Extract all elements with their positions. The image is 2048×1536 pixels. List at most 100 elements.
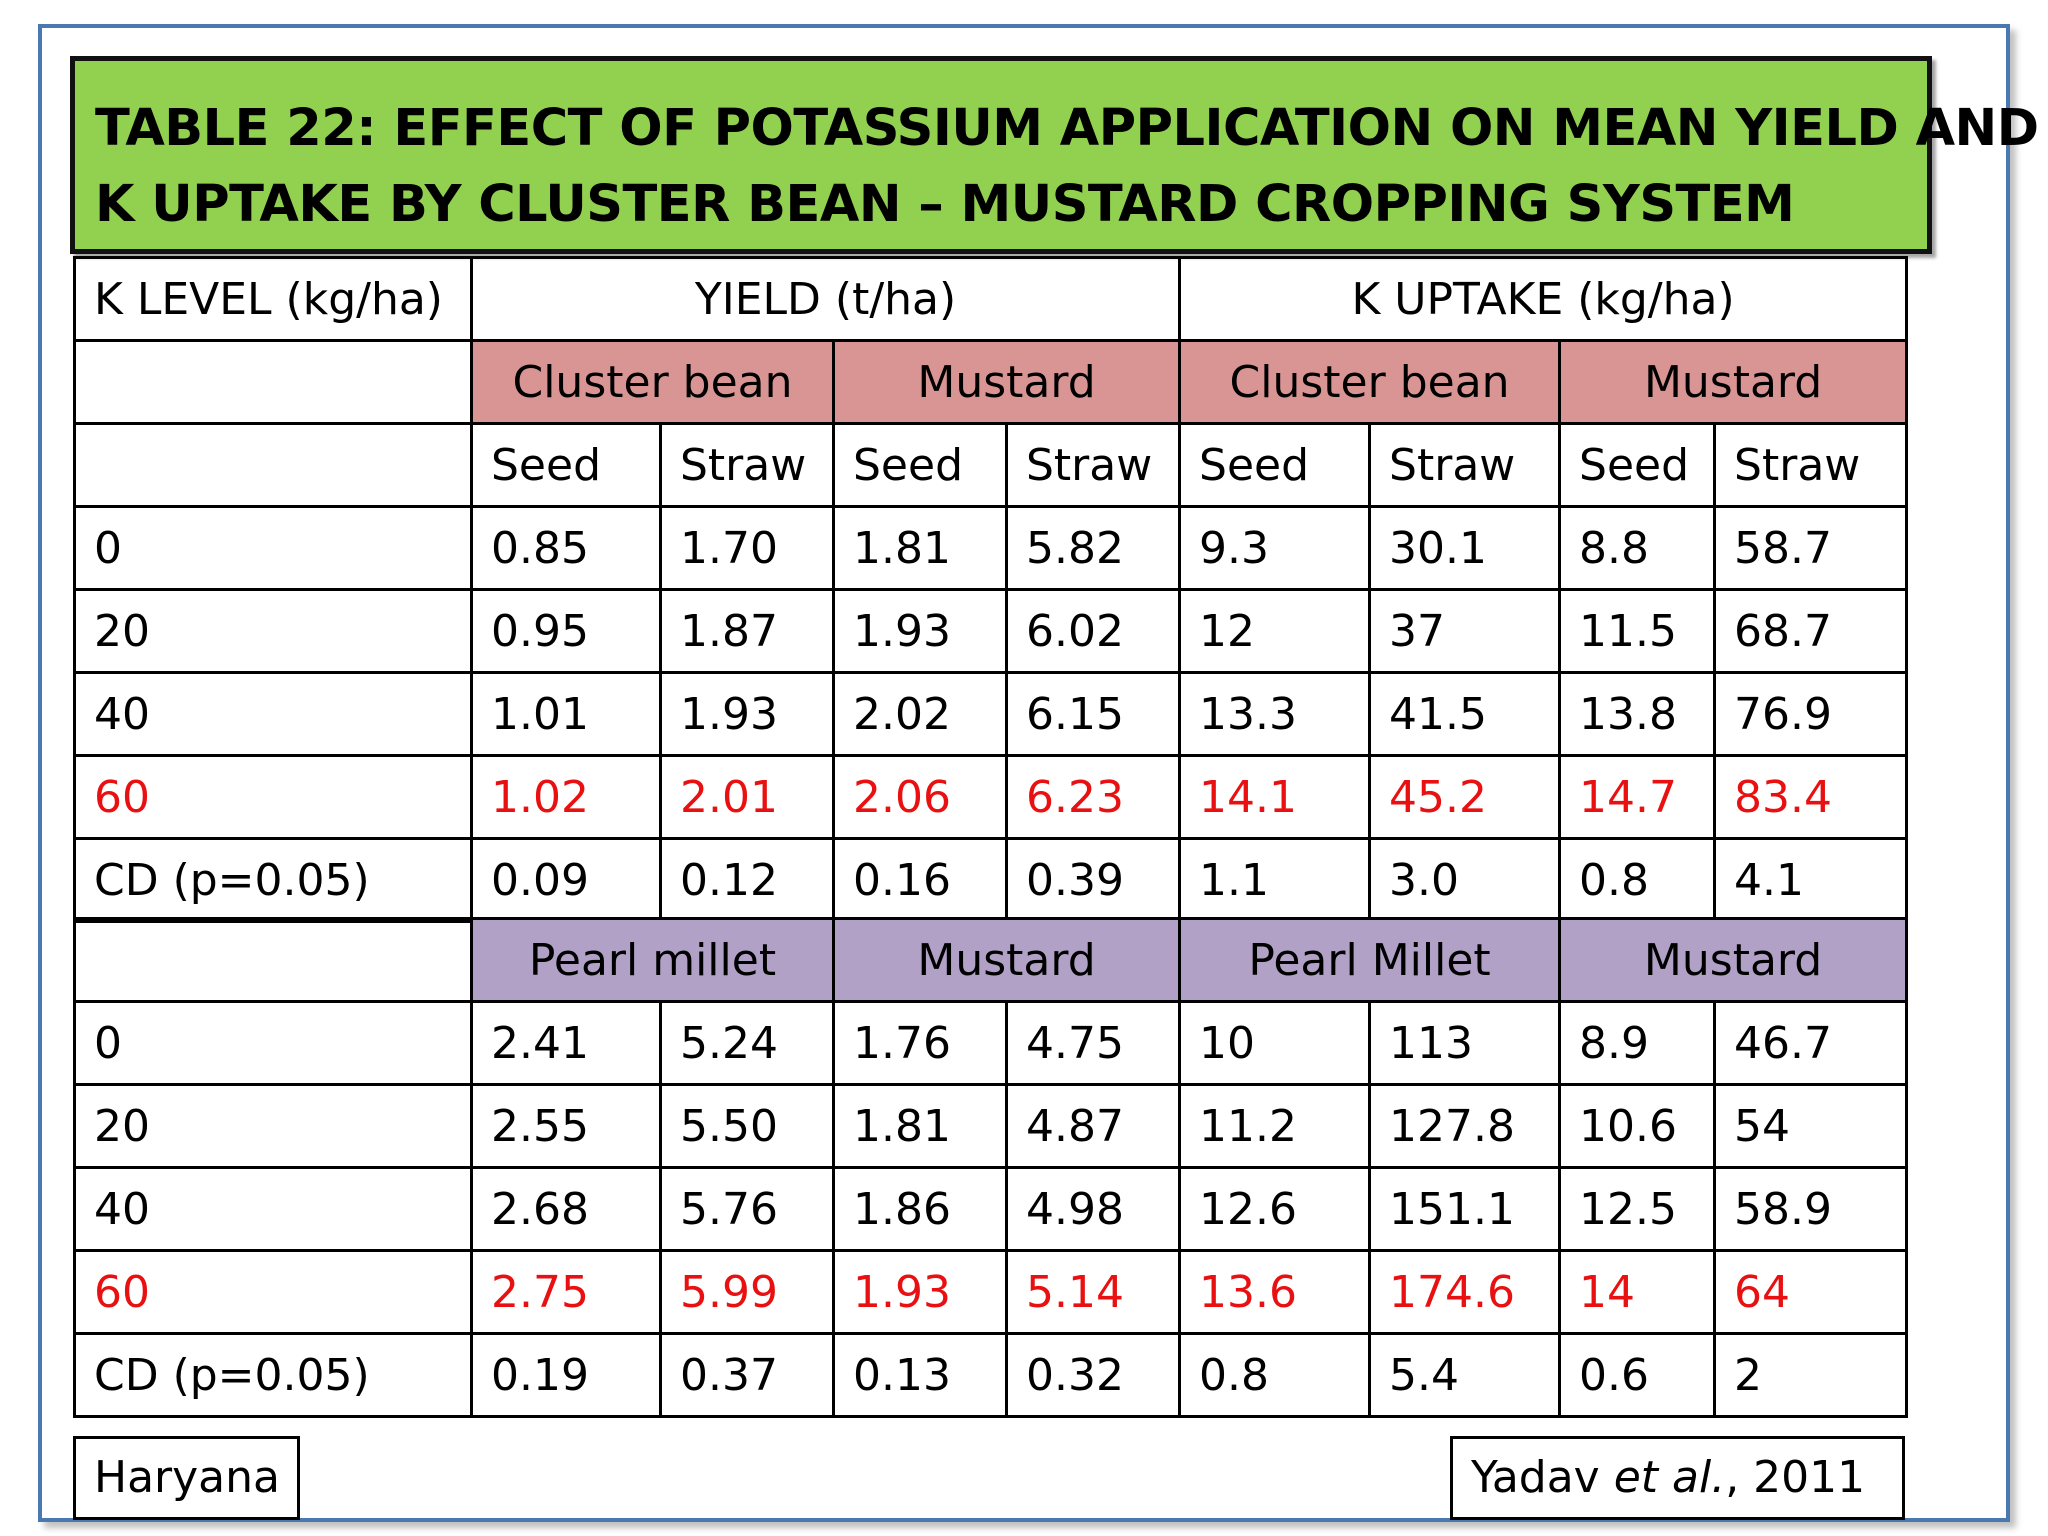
- table-row: 40 1.01 1.93 2.02 6.15 13.3 41.5 13.8 76…: [73, 671, 1909, 757]
- value-cell: 1.01: [470, 671, 662, 757]
- value-cell: 0.37: [659, 1332, 835, 1418]
- value-cell: 8.9: [1558, 1000, 1717, 1086]
- value-cell: 54: [1713, 1083, 1909, 1169]
- k-level-cell: 20: [73, 1083, 473, 1169]
- k-level-cell: 60: [73, 1249, 473, 1335]
- value-cell: 12: [1178, 588, 1372, 674]
- value-cell: 6.15: [1004, 671, 1182, 757]
- yield-header: YIELD (t/ha): [469, 256, 1182, 342]
- value-cell: 5.14: [1004, 1249, 1182, 1335]
- value-cell: 8.8: [1558, 505, 1717, 591]
- value-cell: 1.87: [659, 588, 835, 674]
- k-level-cell: 0: [73, 505, 473, 591]
- value-cell: 12.6: [1178, 1166, 1372, 1252]
- k-level-cell: 40: [73, 671, 473, 757]
- value-cell: 2.41: [470, 1000, 662, 1086]
- value-cell: 2.75: [470, 1249, 662, 1335]
- value-cell: 1.1: [1178, 837, 1372, 923]
- value-cell: 0.95: [470, 588, 662, 674]
- value-cell: 5.82: [1004, 505, 1182, 591]
- value-cell: 13.6: [1178, 1249, 1372, 1335]
- value-cell: 46.7: [1713, 1000, 1909, 1086]
- part-header: Straw: [1368, 422, 1562, 508]
- header-row-main: K LEVEL (kg/ha) YIELD (t/ha) K UPTAKE (k…: [73, 256, 1909, 342]
- value-cell: 14: [1558, 1249, 1717, 1335]
- table-row: 20 0.95 1.87 1.93 6.02 12 37 11.5 68.7: [73, 588, 1909, 674]
- value-cell: 10.6: [1558, 1083, 1717, 1169]
- value-cell: 64: [1713, 1249, 1909, 1335]
- value-cell: 4.87: [1004, 1083, 1182, 1169]
- value-cell: 151.1: [1368, 1166, 1562, 1252]
- k-level-cell: 0: [73, 1000, 473, 1086]
- value-cell: 45.2: [1368, 754, 1562, 840]
- value-cell: 2.06: [832, 754, 1008, 840]
- value-cell: 4.98: [1004, 1166, 1182, 1252]
- k-level-cell: 40: [73, 1166, 473, 1252]
- k-level-cell: 20: [73, 588, 473, 674]
- uptake-header: K UPTAKE (kg/ha): [1178, 256, 1909, 342]
- table-row: 40 2.68 5.76 1.86 4.98 12.6 151.1 12.5 5…: [73, 1166, 1909, 1252]
- value-cell: 68.7: [1713, 588, 1909, 674]
- value-cell: 0.6: [1558, 1332, 1717, 1418]
- value-cell: 41.5: [1368, 671, 1562, 757]
- value-cell: 13.3: [1178, 671, 1372, 757]
- value-cell: 5.99: [659, 1249, 835, 1335]
- value-cell: 2.02: [832, 671, 1008, 757]
- value-cell: 13.8: [1558, 671, 1717, 757]
- part-header: Seed: [470, 422, 662, 508]
- table-cluster-bean: K LEVEL (kg/ha) YIELD (t/ha) K UPTAKE (k…: [73, 256, 1909, 923]
- citation-author: Yadav: [1471, 1452, 1614, 1503]
- title-line-1: TABLE 22: EFFECT OF POTASSIUM APPLICATIO…: [95, 99, 2039, 158]
- part-header: Straw: [659, 422, 835, 508]
- value-cell: 1.02: [470, 754, 662, 840]
- empty-cell: [73, 917, 473, 1003]
- part-header: Seed: [1178, 422, 1372, 508]
- crop-header: Cluster bean: [1178, 339, 1562, 425]
- table-row-cd: CD (p=0.05) 0.19 0.37 0.13 0.32 0.8 5.4 …: [73, 1332, 1909, 1418]
- value-cell: 1.76: [832, 1000, 1008, 1086]
- value-cell: 58.7: [1713, 505, 1909, 591]
- value-cell: 0.13: [832, 1332, 1008, 1418]
- crop-header: Mustard: [1558, 917, 1909, 1003]
- part-header: Straw: [1004, 422, 1182, 508]
- value-cell: 0.16: [832, 837, 1008, 923]
- value-cell: 2.68: [470, 1166, 662, 1252]
- k-level-cell: CD (p=0.05): [73, 1332, 473, 1418]
- value-cell: 0.8: [1558, 837, 1717, 923]
- value-cell: 30.1: [1368, 505, 1562, 591]
- crop-header: Mustard: [831, 339, 1182, 425]
- value-cell: 1.93: [659, 671, 835, 757]
- value-cell: 1.93: [832, 588, 1008, 674]
- table-row: 0 2.41 5.24 1.76 4.75 10 113 8.9 46.7: [73, 1000, 1909, 1086]
- value-cell: 3.0: [1368, 837, 1562, 923]
- value-cell: 11.2: [1178, 1083, 1372, 1169]
- value-cell: 1.81: [832, 505, 1008, 591]
- crop-header: Mustard: [1558, 339, 1909, 425]
- location-text: Haryana: [94, 1452, 280, 1503]
- table-row-cd: CD (p=0.05) 0.09 0.12 0.16 0.39 1.1 3.0 …: [73, 837, 1909, 923]
- value-cell: 37: [1368, 588, 1562, 674]
- value-cell: 0.12: [659, 837, 835, 923]
- empty-cell: [73, 339, 473, 425]
- value-cell: 1.93: [832, 1249, 1008, 1335]
- value-cell: 113: [1368, 1000, 1562, 1086]
- value-cell: 5.76: [659, 1166, 835, 1252]
- header-row-crops: Pearl millet Mustard Pearl Millet Mustar…: [73, 917, 1909, 1003]
- citation-etal: et al.: [1613, 1452, 1726, 1503]
- value-cell: 127.8: [1368, 1083, 1562, 1169]
- k-level-cell: CD (p=0.05): [73, 837, 473, 923]
- value-cell: 2.01: [659, 754, 835, 840]
- value-cell: 58.9: [1713, 1166, 1909, 1252]
- citation-box: Yadav et al., 2011: [1450, 1436, 1905, 1520]
- crop-header: Cluster bean: [470, 339, 835, 425]
- value-cell: 174.6: [1368, 1249, 1562, 1335]
- part-header: Seed: [1558, 422, 1717, 508]
- value-cell: 6.02: [1004, 588, 1182, 674]
- title-line-2: K UPTAKE BY CLUSTER BEAN – MUSTARD CROPP…: [95, 175, 1795, 234]
- header-row-crops: Cluster bean Mustard Cluster bean Mustar…: [73, 339, 1909, 425]
- value-cell: 2.55: [470, 1083, 662, 1169]
- value-cell: 0.85: [470, 505, 662, 591]
- table-row-highlight: 60 1.02 2.01 2.06 6.23 14.1 45.2 14.7 83…: [73, 754, 1909, 840]
- value-cell: 5.50: [659, 1083, 835, 1169]
- crop-header: Pearl Millet: [1178, 917, 1562, 1003]
